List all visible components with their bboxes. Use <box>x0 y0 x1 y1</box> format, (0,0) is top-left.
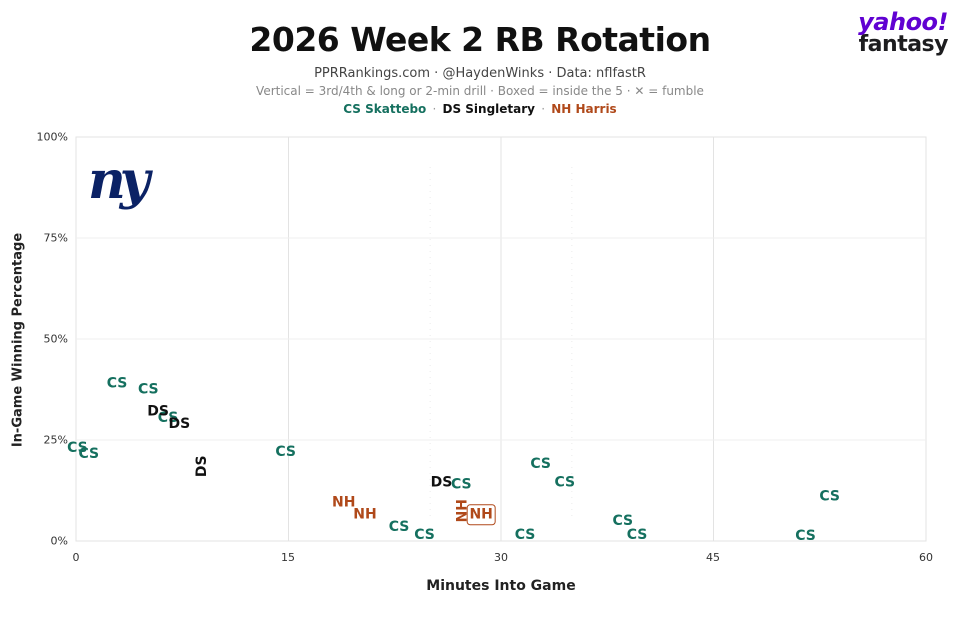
chart-subtitle: PPRRankings.com · @HaydenWinks · Data: n… <box>314 66 646 81</box>
x-tick-label: 15 <box>281 551 295 564</box>
point-label: CS <box>158 410 179 426</box>
point-label: CS <box>78 446 99 462</box>
giants-logo-icon: ny <box>88 150 150 211</box>
point-label: CS <box>389 519 410 535</box>
point-label: CS <box>515 527 536 543</box>
point-label: CS <box>554 474 575 490</box>
y-tick-label: 50% <box>43 332 68 346</box>
x-axis-label: Minutes Into Game <box>426 578 576 594</box>
legend-separator: · <box>541 102 546 116</box>
point-label: DS <box>169 416 191 432</box>
y-tick-label: 0% <box>50 534 68 548</box>
yahoo-fantasy-logo: yahoo! fantasy <box>858 10 948 56</box>
legend: CS Skattebo · DS Singletary · NH Harris <box>0 102 960 116</box>
point-label: CS <box>414 527 435 543</box>
point-label: CS <box>819 489 840 505</box>
point-label: CS <box>275 444 296 460</box>
brand-top: yahoo! <box>858 8 948 36</box>
point-label: CS <box>530 456 551 472</box>
point-label: CS <box>451 476 472 492</box>
point-label: CS <box>67 440 88 456</box>
legend-separator: · <box>432 102 437 116</box>
x-tick-label: 60 <box>919 551 933 564</box>
point-label: CS <box>138 382 159 398</box>
inside-five-box <box>466 504 496 526</box>
y-tick-label: 25% <box>43 433 68 447</box>
x-tick-label: 0 <box>72 551 80 564</box>
point-label: NH <box>455 499 471 522</box>
legend-item-singletary: DS Singletary <box>442 102 536 116</box>
x-tick-label: 45 <box>706 551 720 564</box>
point-label: DS <box>147 404 169 420</box>
chart-title: 2026 Week 2 RB Rotation <box>249 20 711 59</box>
point-label: CS <box>627 527 648 543</box>
point-label: CS <box>613 513 634 529</box>
point-label: DS <box>431 474 453 490</box>
point-label: DS <box>194 455 210 477</box>
point-label: CS <box>107 375 128 391</box>
y-tick-label: 100% <box>36 130 68 144</box>
point-label: NH <box>332 495 355 511</box>
x-tick-label: 30 <box>494 551 508 564</box>
legend-item-harris: NH Harris <box>551 102 617 116</box>
point-label: NH <box>469 507 492 523</box>
brand-bottom: fantasy <box>858 32 949 57</box>
point-label: CS <box>795 528 816 544</box>
y-tick-label: 75% <box>43 231 68 245</box>
point-label: NH <box>353 507 376 523</box>
chart-encoding-note: Vertical = 3rd/4th & long or 2-min drill… <box>256 84 704 98</box>
legend-item-skattebo: CS Skattebo <box>343 102 427 116</box>
